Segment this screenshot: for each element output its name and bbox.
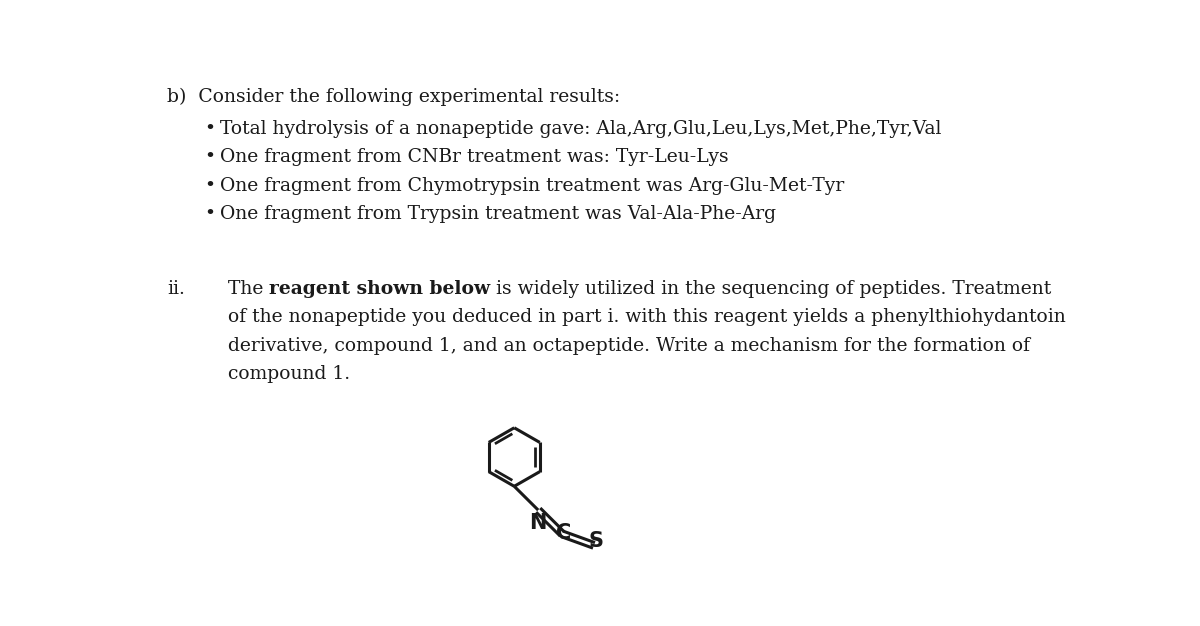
Text: One fragment from Chymotrypsin treatment was Arg-Glu-Met-Tyr: One fragment from Chymotrypsin treatment… — [220, 177, 844, 195]
Text: •: • — [204, 205, 215, 223]
Text: of the nonapeptide you deduced in part i. with this reagent yields a phenylthioh: of the nonapeptide you deduced in part i… — [228, 309, 1066, 326]
Text: One fragment from Trypsin treatment was Val-Ala-Phe-Arg: One fragment from Trypsin treatment was … — [220, 205, 775, 223]
Text: ii.: ii. — [167, 280, 185, 298]
Text: The: The — [228, 280, 269, 298]
Text: Total hydrolysis of a nonapeptide gave: Ala,Arg,Glu,Leu,Lys,Met,Phe,Tyr,Val: Total hydrolysis of a nonapeptide gave: … — [220, 120, 941, 138]
Text: compound 1.: compound 1. — [228, 366, 349, 383]
Text: S: S — [589, 531, 604, 551]
Text: •: • — [204, 148, 215, 167]
Text: b)  Consider the following experimental results:: b) Consider the following experimental r… — [167, 88, 620, 106]
Text: One fragment from CNBr treatment was: Tyr-Leu-Lys: One fragment from CNBr treatment was: Ty… — [220, 148, 728, 167]
Text: •: • — [204, 177, 215, 195]
Text: •: • — [204, 120, 215, 138]
Text: derivative, compound 1, and an octapeptide. Write a mechanism for the formation : derivative, compound 1, and an octapepti… — [228, 337, 1030, 355]
Text: is widely utilized in the sequencing of peptides. Treatment: is widely utilized in the sequencing of … — [490, 280, 1051, 298]
Text: C: C — [556, 523, 571, 543]
Text: N: N — [529, 513, 547, 533]
Text: reagent shown below: reagent shown below — [269, 280, 490, 298]
